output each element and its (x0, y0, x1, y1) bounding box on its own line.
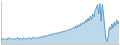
line (1, 3, 119, 41)
marks (1, 3, 119, 44)
axis-line (2, 44, 120, 45)
plot (1, 2, 120, 45)
area (1, 3, 119, 44)
chart (0, 0, 120, 45)
x-axis (2, 44, 120, 45)
y-axis (1, 2, 2, 45)
axis-line (1, 2, 2, 45)
